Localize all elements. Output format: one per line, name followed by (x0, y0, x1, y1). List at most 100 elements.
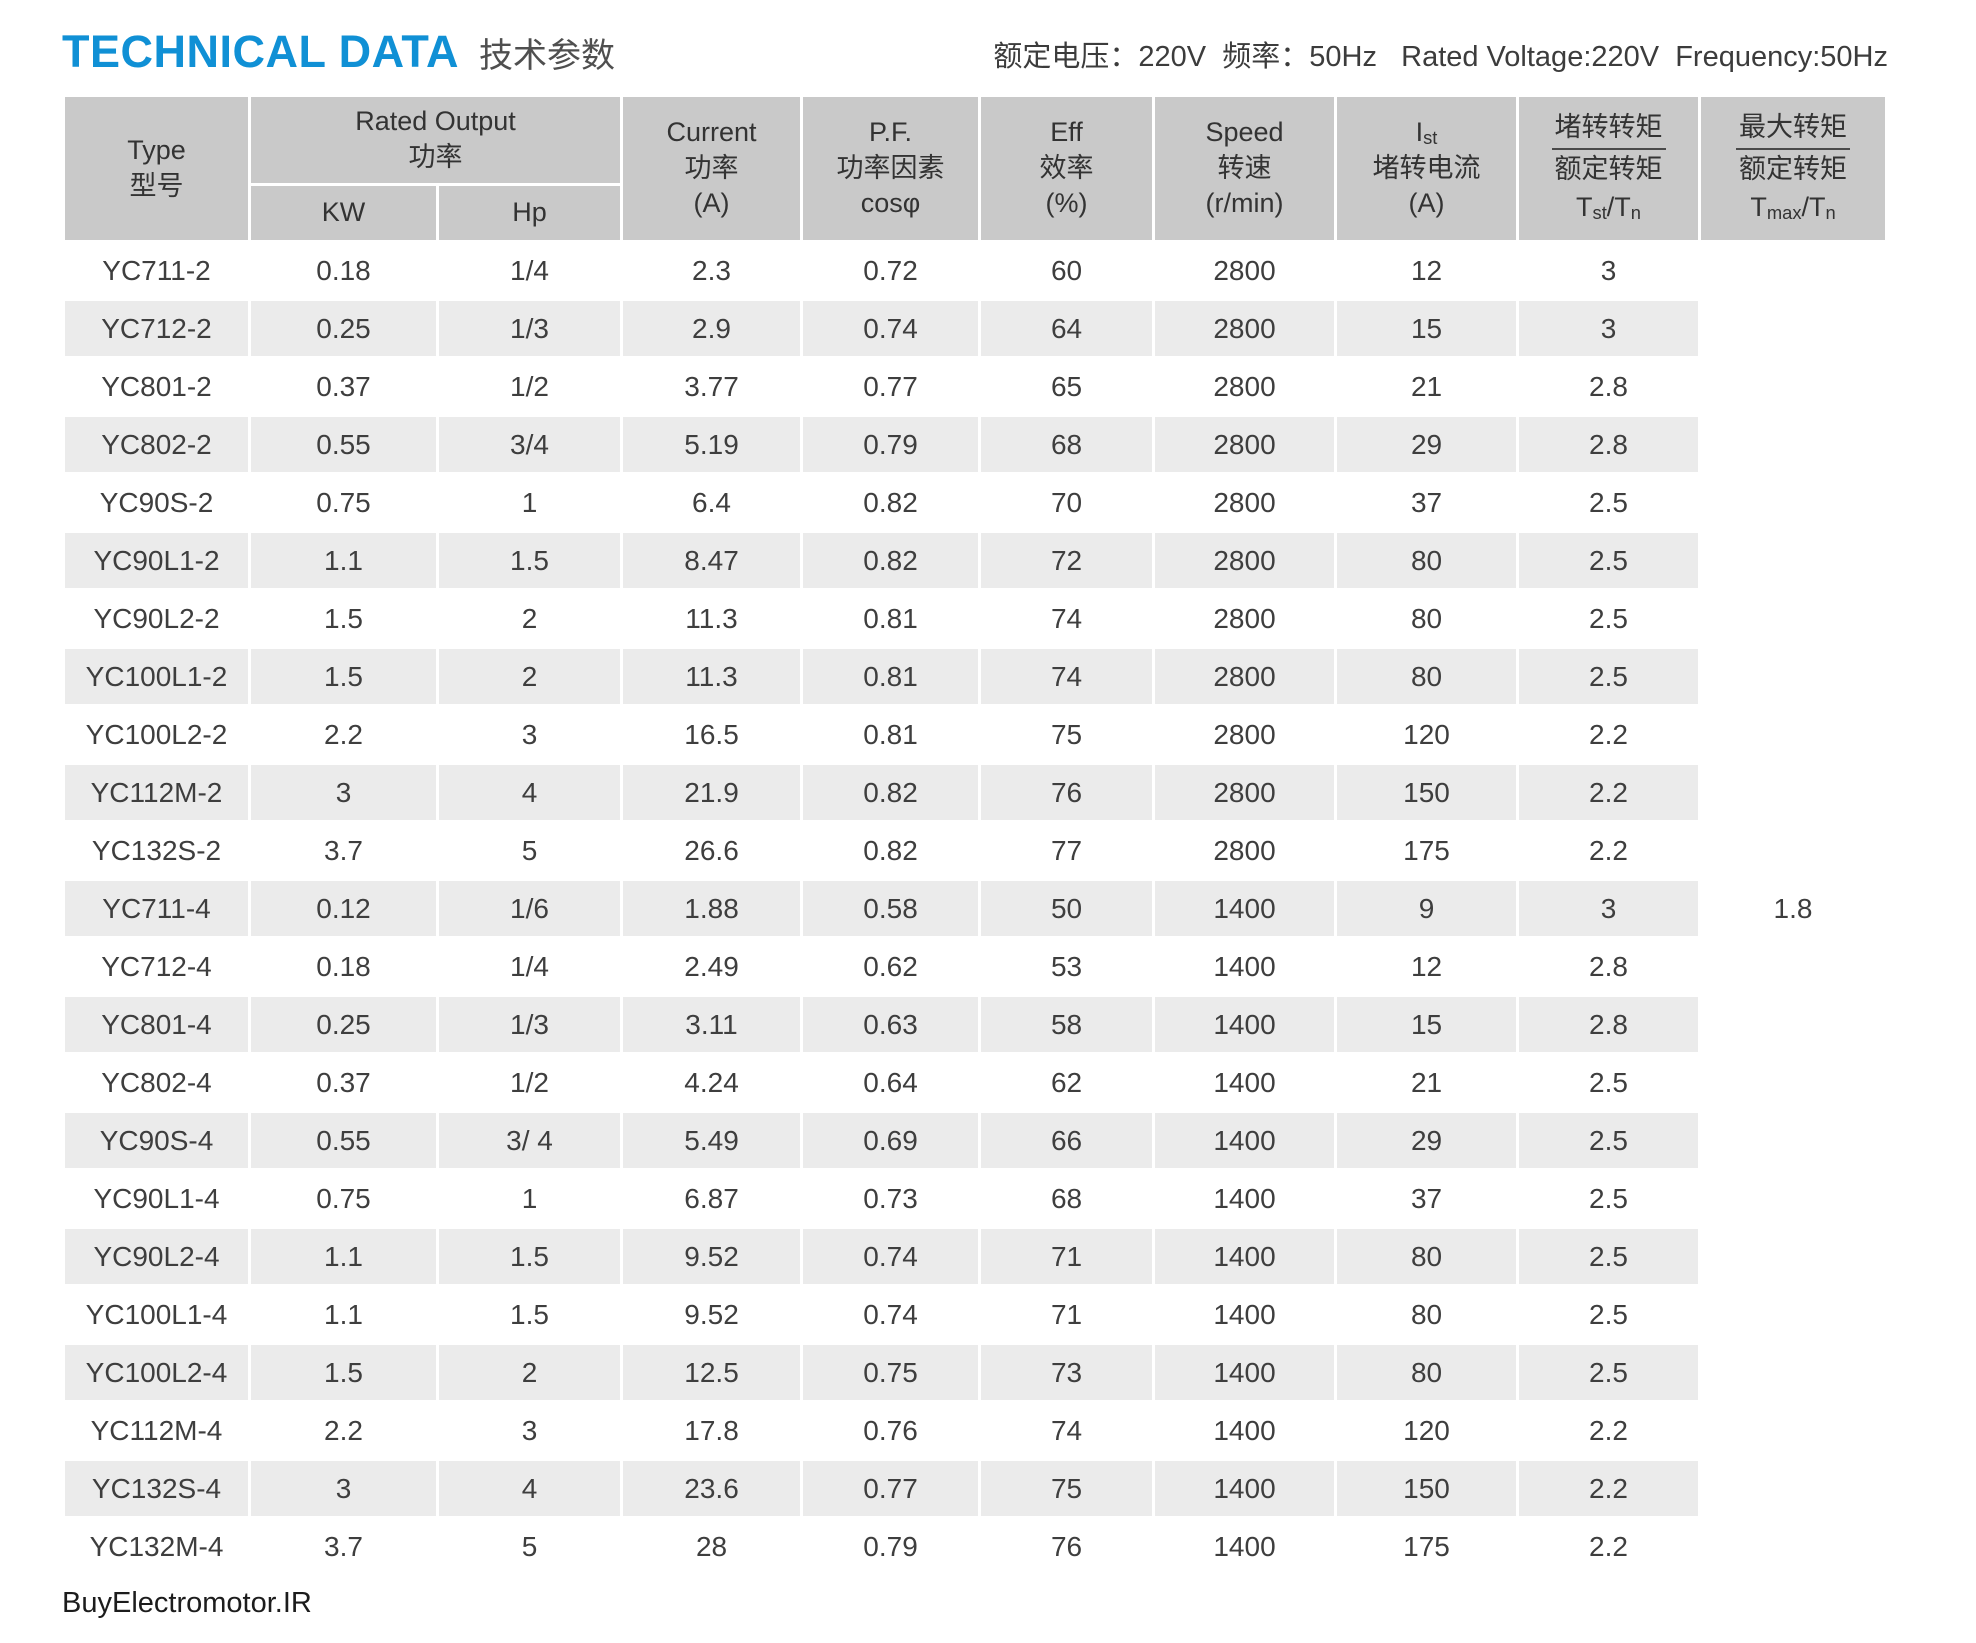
table-cell: 1.88 (623, 881, 801, 936)
table-cell: 3 (251, 1461, 436, 1516)
table-cell: 1/4 (439, 939, 621, 994)
table-cell: 68 (981, 417, 1153, 472)
table-cell: 0.79 (803, 417, 979, 472)
rating-info: 额定电压：220V 频率：50Hz Rated Voltage:220V Fre… (993, 41, 1888, 73)
col-header-ist: Ist 堵转电流 (A) (1337, 97, 1517, 240)
col-header-eff-zh: 效率 (1039, 152, 1094, 183)
table-cell: 1.5 (251, 1345, 436, 1400)
col-header-ist-symbol: Ist (1337, 115, 1516, 151)
table-cell: 1/2 (439, 359, 621, 414)
table-cell: 1.5 (439, 533, 621, 588)
cell-type: YC711-4 (65, 881, 248, 936)
table-cell: 16.5 (623, 707, 801, 762)
table-cell: 4 (439, 1461, 621, 1516)
col-header-type-en: Type (127, 134, 186, 165)
table-cell: 2800 (1155, 707, 1335, 762)
table-cell: 2.5 (1519, 1229, 1699, 1284)
table-cell: 2.2 (1519, 1403, 1699, 1458)
tmax-tn-merged-cell: 1.8 (1701, 243, 1886, 1574)
table-cell: 2800 (1155, 823, 1335, 878)
ist-symbol-sub: st (1423, 126, 1438, 148)
table-cell: 1 (439, 1171, 621, 1226)
table-cell: 0.55 (251, 417, 436, 472)
table-cell: 0.72 (803, 243, 979, 298)
table-cell: 53 (981, 939, 1153, 994)
tst-sym-3: /T (1606, 192, 1631, 223)
table-cell: 62 (981, 1055, 1153, 1110)
table-row: YC801-4 0.25 1/3 3.11 0.63 58 1400 15 2.8 (65, 997, 1885, 1052)
technical-data-table: Type 型号 Rated Output 功率 Current 功率 (A) P… (62, 94, 1888, 1577)
table-cell: 23.6 (623, 1461, 801, 1516)
cell-type: YC90S-2 (65, 475, 248, 530)
table-cell: 3/4 (439, 417, 621, 472)
table-cell: 2800 (1155, 359, 1335, 414)
table-cell: 12.5 (623, 1345, 801, 1400)
col-header-speed-en: Speed (1205, 117, 1284, 148)
col-header-speed-zh: 转速 (1217, 152, 1272, 183)
table-cell: 21 (1337, 359, 1517, 414)
table-cell: 1 (439, 475, 621, 530)
tmax-sym-4: n (1825, 202, 1836, 223)
tmax-fraction-numerator: 最大转矩 (1736, 111, 1851, 150)
table-cell: 2.2 (1519, 765, 1699, 820)
col-header-rated-output-en: Rated Output (355, 106, 516, 137)
table-cell: 1.5 (251, 649, 436, 704)
table-cell: 1/4 (439, 243, 621, 298)
table-cell: 74 (981, 591, 1153, 646)
ist-symbol-main: I (1415, 117, 1424, 148)
table-head: Type 型号 Rated Output 功率 Current 功率 (A) P… (65, 97, 1886, 240)
col-header-tst-symbol: Tst/Tn (1519, 190, 1698, 226)
col-header-ist-unit: (A) (1408, 188, 1445, 219)
table-row: YC90S-4 0.55 3/ 4 5.49 0.69 66 1400 29 2.5 (65, 1113, 1885, 1168)
table-cell: 74 (981, 649, 1153, 704)
table-cell: 150 (1337, 765, 1517, 820)
cell-type: YC802-4 (65, 1055, 248, 1110)
table-cell: 1400 (1155, 1461, 1335, 1516)
table-cell: 26.6 (623, 823, 801, 878)
col-header-current-zh: 功率 (684, 152, 739, 183)
table-cell: 2.5 (1519, 649, 1699, 704)
table-cell: 76 (981, 1519, 1153, 1574)
table-cell: 28 (623, 1519, 801, 1574)
table-cell: 1400 (1155, 1113, 1335, 1168)
table-row: YC112M-2 3 4 21.9 0.82 76 2800 150 2.2 (65, 765, 1885, 820)
table-cell: 2.5 (1519, 1055, 1699, 1110)
col-header-pf-unit: cosφ (860, 188, 921, 219)
table-cell: 5 (439, 823, 621, 878)
table-row: YC90S-2 0.75 1 6.4 0.82 70 2800 37 2.5 (65, 475, 1885, 530)
col-header-current: Current 功率 (A) (623, 97, 801, 240)
table-cell: 2.2 (1519, 823, 1699, 878)
col-header-eff-en: Eff (1050, 117, 1083, 148)
tmax-sym-2: max (1766, 202, 1802, 223)
table-cell: 120 (1337, 1403, 1517, 1458)
table-row: YC100L2-4 1.5 2 12.5 0.75 73 1400 80 2.5 (65, 1345, 1885, 1400)
table-cell: 12 (1337, 939, 1517, 994)
table-cell: 2.5 (1519, 1171, 1699, 1226)
cell-type: YC100L1-4 (65, 1287, 248, 1342)
table-cell: 76 (981, 765, 1153, 820)
table-cell: 1.1 (251, 533, 436, 588)
table-cell: 1400 (1155, 1171, 1335, 1226)
table-cell: 80 (1337, 533, 1517, 588)
table-cell: 0.82 (803, 475, 979, 530)
table-cell: 175 (1337, 823, 1517, 878)
table-cell: 0.18 (251, 939, 436, 994)
table-cell: 0.73 (803, 1171, 979, 1226)
tst-fraction-denominator: 额定转矩 (1554, 153, 1663, 184)
table-cell: 2.8 (1519, 939, 1699, 994)
table-cell: 2.2 (1519, 1461, 1699, 1516)
tst-fraction-numerator: 堵转转矩 (1551, 111, 1666, 150)
col-header-type-zh: 型号 (129, 170, 184, 201)
table-cell: 60 (981, 243, 1153, 298)
col-header-pf-en: P.F. (869, 117, 913, 148)
table-cell: 2800 (1155, 533, 1335, 588)
table-row: YC801-2 0.37 1/2 3.77 0.77 65 2800 21 2.8 (65, 359, 1885, 414)
table-cell: 0.74 (803, 1287, 979, 1342)
table-row: YC802-2 0.55 3/4 5.19 0.79 68 2800 29 2.8 (65, 417, 1885, 472)
table-cell: 0.18 (251, 243, 436, 298)
table-cell: 0.82 (803, 765, 979, 820)
table-cell: 2800 (1155, 765, 1335, 820)
table-cell: 1400 (1155, 939, 1335, 994)
table-cell: 50 (981, 881, 1153, 936)
table-cell: 0.75 (803, 1345, 979, 1400)
